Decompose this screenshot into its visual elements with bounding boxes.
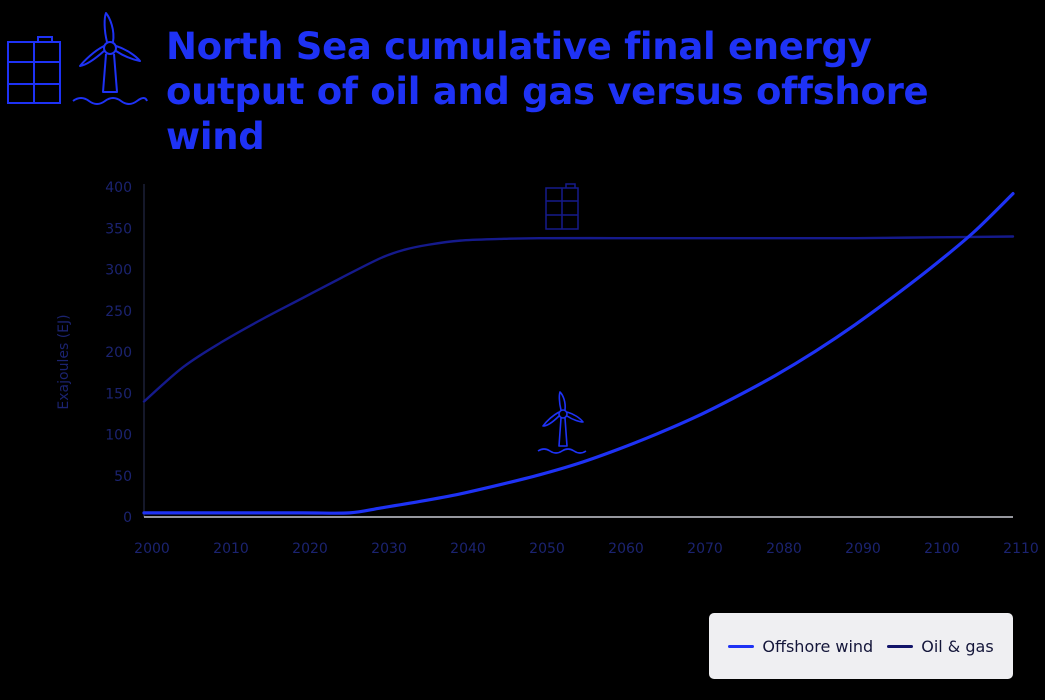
legend-swatch-offshore-wind	[728, 644, 755, 648]
y-tick-label: 100	[105, 428, 132, 444]
y-axis-title: Exajoules (EJ)	[56, 314, 72, 409]
y-tick-label: 400	[105, 180, 132, 196]
y-axis-ticks: 0 50 100 150 200 250 300 350 400	[105, 180, 132, 526]
y-tick-label: 0	[123, 510, 132, 526]
oil-barrel-icon	[545, 183, 579, 230]
x-tick-label: 2030	[371, 541, 407, 557]
x-tick-label: 2040	[450, 541, 486, 557]
series-line-offshore-wind	[142, 192, 1015, 515]
wind-turbine-icon	[537, 391, 587, 454]
x-tick-label: 2100	[924, 541, 960, 557]
x-tick-label: 2110	[1003, 541, 1039, 557]
chart-area: 0 50 100 150 200 250 300 350 400 2000 2010 2020 203…	[56, 180, 1039, 557]
x-tick-label: 2020	[292, 541, 328, 557]
oil-barrel-icon	[7, 36, 61, 104]
legend-item-oil-gas[interactable]: Oil & gas	[887, 636, 994, 656]
legend-label-oil-gas: Oil & gas	[921, 636, 994, 656]
header-icons	[7, 12, 148, 105]
y-tick-label: 150	[105, 386, 132, 402]
y-tick-label: 300	[105, 263, 132, 279]
x-tick-label: 2090	[845, 541, 881, 557]
y-tick-label: 50	[114, 469, 132, 485]
x-tick-label: 2080	[766, 541, 802, 557]
legend-swatch-oil-gas	[887, 644, 914, 648]
legend-item-offshore-wind[interactable]: Offshore wind	[728, 637, 873, 656]
chart-title-line-1: North Sea cumulative final energy	[166, 25, 872, 68]
legend-label-offshore-wind: Offshore wind	[762, 636, 874, 656]
y-tick-label: 350	[105, 221, 132, 237]
x-tick-label: 2060	[608, 541, 644, 557]
x-tick-label: 2070	[687, 541, 723, 557]
series-group	[142, 192, 1015, 515]
x-axis-ticks: 2000 2010 2020 2030 2040 2050 2060 2070 2080 2090…	[134, 541, 1039, 557]
y-tick-label: 200	[105, 345, 132, 361]
x-tick-label: 2000	[134, 541, 170, 557]
chart-title-line-2: output of oil and gas versus offshore wi…	[166, 70, 929, 158]
y-tick-label: 250	[105, 304, 132, 320]
x-tick-label: 2050	[529, 541, 565, 557]
chart-legend: Offshore wind Oil & gas	[709, 613, 1013, 679]
wind-turbine-icon	[72, 12, 148, 105]
x-tick-label: 2010	[213, 541, 249, 557]
series-line-oil-gas	[142, 235, 1015, 403]
chart-title: North Sea cumulative final energy output…	[166, 24, 1026, 159]
